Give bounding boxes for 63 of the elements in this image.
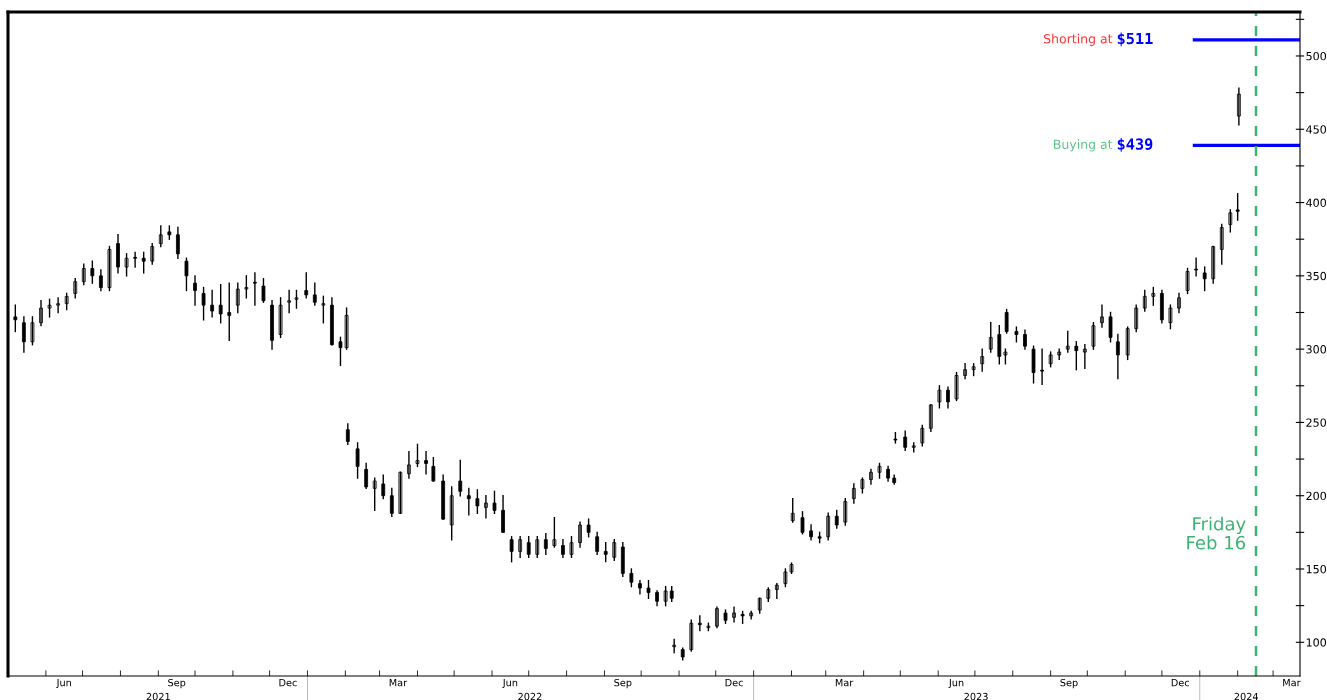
candlestick: [1185, 267, 1190, 295]
candlestick: [124, 253, 129, 277]
x2-tick-label: 2024: [1234, 692, 1259, 700]
candlestick: [569, 536, 574, 558]
candlestick: [800, 511, 805, 535]
candlestick: [398, 471, 403, 514]
candlestick: [1108, 311, 1113, 343]
candlestick: [509, 536, 514, 563]
candlestick: [278, 297, 283, 339]
x-tick-label: Mar: [389, 679, 408, 687]
x2-tick-label: 2023: [964, 692, 988, 700]
y-tick-label: 250: [1306, 418, 1327, 427]
candlestick: [937, 385, 942, 409]
candlestick: [1065, 330, 1070, 353]
x-tick-label: Mar: [1283, 679, 1301, 687]
candlestick: [663, 585, 668, 607]
ref-line-label: Shorting at $511: [1043, 32, 1153, 47]
x-tick-label: Mar: [835, 679, 854, 687]
candlestick: [13, 304, 18, 333]
candlestick: [304, 272, 309, 299]
y-tick-label: 450: [1306, 125, 1327, 134]
candlestick: [603, 541, 608, 563]
candlestick: [1168, 304, 1173, 330]
candlestick: [244, 275, 249, 299]
ref-line-label: Buying at $439: [1054, 137, 1153, 152]
candlestick: [492, 490, 497, 514]
y-tick-label: 350: [1306, 271, 1327, 281]
y-tick-label: 300: [1306, 345, 1327, 354]
candlestick: [954, 371, 959, 402]
candlestick: [321, 295, 326, 324]
candlestick: [1091, 322, 1096, 350]
candlestick: [372, 477, 377, 512]
candlestick: [227, 282, 232, 342]
candlestick: [30, 316, 35, 346]
candlestick: [261, 278, 266, 303]
candlestick: [141, 251, 146, 274]
candlestick: [184, 257, 189, 292]
x-tick-label: Sep: [1060, 678, 1078, 689]
candlestick: [312, 282, 317, 306]
candlestick: [107, 245, 112, 292]
y-tick-label: 500: [1306, 51, 1327, 61]
candlestick: [1031, 345, 1036, 384]
x-tick-label: Jun: [502, 679, 518, 689]
candlestick: [1235, 193, 1240, 221]
candlestick: [1194, 257, 1198, 277]
ref-line-label: Friday Feb 16: [1187, 516, 1246, 550]
candlestick: [415, 443, 420, 468]
candlestick: [201, 286, 206, 321]
x-tick-label: Dec: [1171, 679, 1190, 687]
x-tick-label: Sep: [614, 678, 632, 689]
x-tick-label: Dec: [725, 679, 743, 687]
x-tick-label: Jun: [56, 679, 71, 689]
y-tick-label: 100: [1306, 638, 1327, 647]
x2-tick-label: 2022: [518, 692, 542, 700]
x2-tick-label: 2021: [146, 692, 170, 700]
y-tick-label: 200: [1306, 491, 1327, 501]
candlestick: [355, 442, 360, 479]
y-tick-label: 150: [1306, 564, 1327, 574]
x-tick-label: Sep: [168, 678, 186, 689]
y-tick-label: 400: [1306, 198, 1327, 207]
x-tick-label: Jun: [948, 679, 964, 689]
x-tick-label: Dec: [279, 679, 297, 687]
candlestick: [475, 489, 480, 514]
